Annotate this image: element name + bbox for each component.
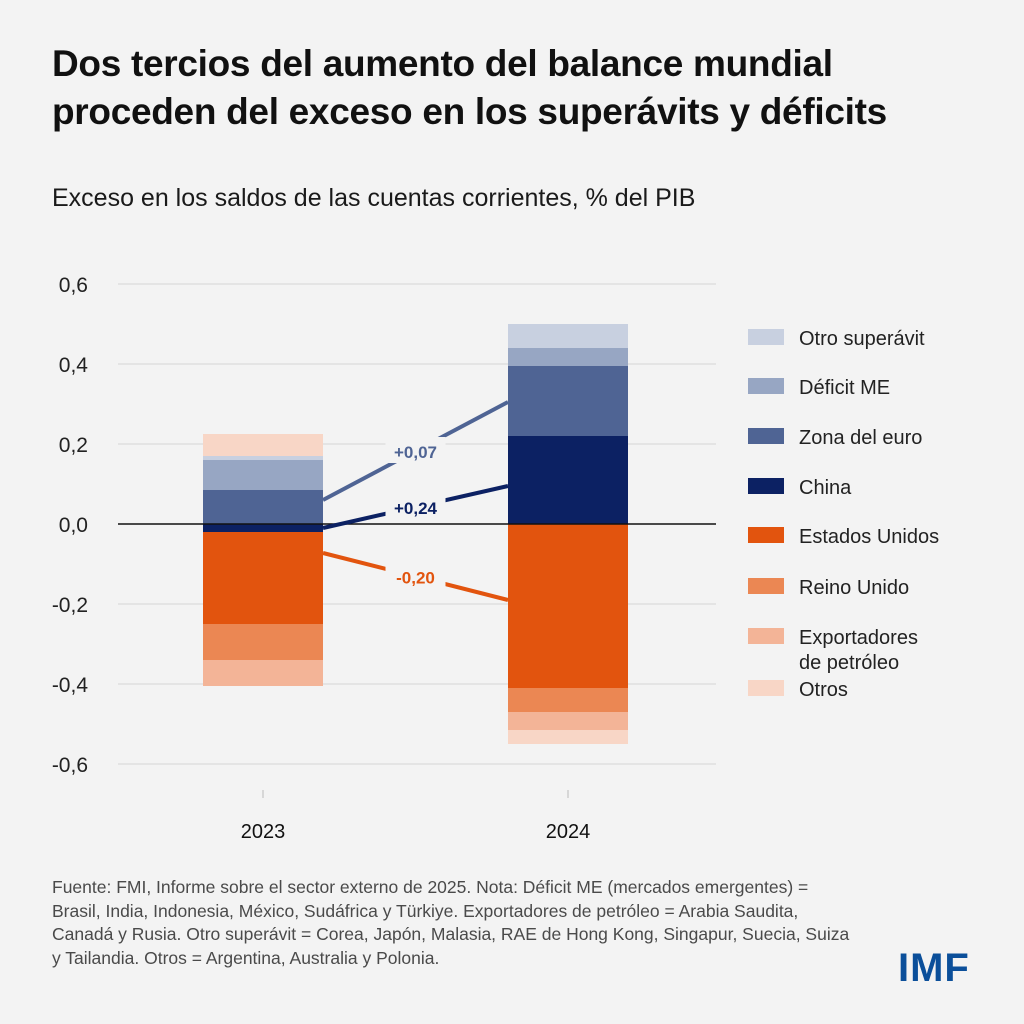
chart-title: Dos tercios del aumento del balance mund… <box>52 40 992 136</box>
legend-label-china: China <box>799 477 852 499</box>
annotation-bg <box>385 493 446 519</box>
bar-segment-china-2024 <box>508 436 628 524</box>
y-tick-label: 0,4 <box>59 354 89 377</box>
legend-swatch-estados-unidos <box>748 527 784 543</box>
annotation-label-estados-unidos: -0,20 <box>396 569 435 588</box>
bar-segment-deficit-me-2024 <box>508 348 628 366</box>
y-tick-label: -0,2 <box>52 594 88 617</box>
bar-segment-otros-2023 <box>203 434 323 456</box>
bar-segment-exportadores-de-petroleo-2024 <box>508 712 628 730</box>
bar-segment-estados-unidos-2024 <box>508 524 628 688</box>
imf-logo: IMF <box>898 946 970 990</box>
legend-label-otros: Otros <box>799 679 848 701</box>
annotation-bg <box>385 437 446 463</box>
stacked-bar-chart: 0,6 0,4 0,2 0,0 -0,2 -0,4 -0,6 +0,07 +0,24 -0,20 2… <box>52 274 939 843</box>
legend-label-estados-unidos: Estados Unidos <box>799 526 939 548</box>
bar-segment-estados-unidos-2023 <box>203 532 323 624</box>
legend-label-reino-unido: Reino Unido <box>799 577 909 599</box>
legend-label-zona-del-euro: Zona del euro <box>799 427 922 449</box>
legend-swatch-otros <box>748 680 784 696</box>
title-line-2: proceden del exceso en los superávits y … <box>52 91 887 132</box>
bar-segment-zona-del-euro-2024 <box>508 366 628 436</box>
legend-label-deficit-me: Déficit ME <box>799 377 890 399</box>
bar-segment-reino-unido-2023 <box>203 624 323 660</box>
legend-label-exportadores-de-petroleo: Exportadores de petróleo <box>799 627 918 674</box>
bar-segment-otros-2024 <box>508 730 628 744</box>
bar-segment-exportadores-de-petroleo-2023 <box>203 660 323 686</box>
legend-swatch-exportadores-de-petroleo <box>748 628 784 644</box>
bar-segment-china-2023 <box>203 524 323 532</box>
legend-swatch-china <box>748 478 784 494</box>
annotation-label-zona-del-euro: +0,07 <box>394 443 437 462</box>
annotation-label-china: +0,24 <box>394 499 438 518</box>
legend-swatch-zona-del-euro <box>748 428 784 444</box>
bar-segment-zona-del-euro-2023 <box>203 490 323 524</box>
bar-segment-reino-unido-2024 <box>508 688 628 712</box>
chart-subtitle: Exceso en los saldos de las cuentas corr… <box>52 184 696 212</box>
legend-label-otro-superavit: Otro superávit <box>799 328 925 350</box>
y-tick-label: -0,4 <box>52 674 89 697</box>
bar-segment-otro-superavit-2024 <box>508 324 628 348</box>
legend-swatch-otro-superavit <box>748 329 784 345</box>
y-tick-label: 0,0 <box>59 514 88 537</box>
y-tick-label: -0,6 <box>52 754 88 777</box>
x-tick-label: 2024 <box>546 821 591 843</box>
bar-segment-otro-superavit-2023 <box>203 456 323 460</box>
y-tick-label: 0,6 <box>59 274 88 297</box>
title-line-1: Dos tercios del aumento del balance mund… <box>52 43 833 84</box>
annotation-bg <box>385 562 446 589</box>
y-tick-label: 0,2 <box>59 434 88 457</box>
legend-swatch-deficit-me <box>748 378 784 394</box>
footnote: Fuente: FMI, Informe sobre el sector ext… <box>52 877 850 968</box>
x-tick-label: 2023 <box>241 821 286 843</box>
bar-segment-deficit-me-2023 <box>203 460 323 490</box>
legend-swatch-reino-unido <box>748 578 784 594</box>
